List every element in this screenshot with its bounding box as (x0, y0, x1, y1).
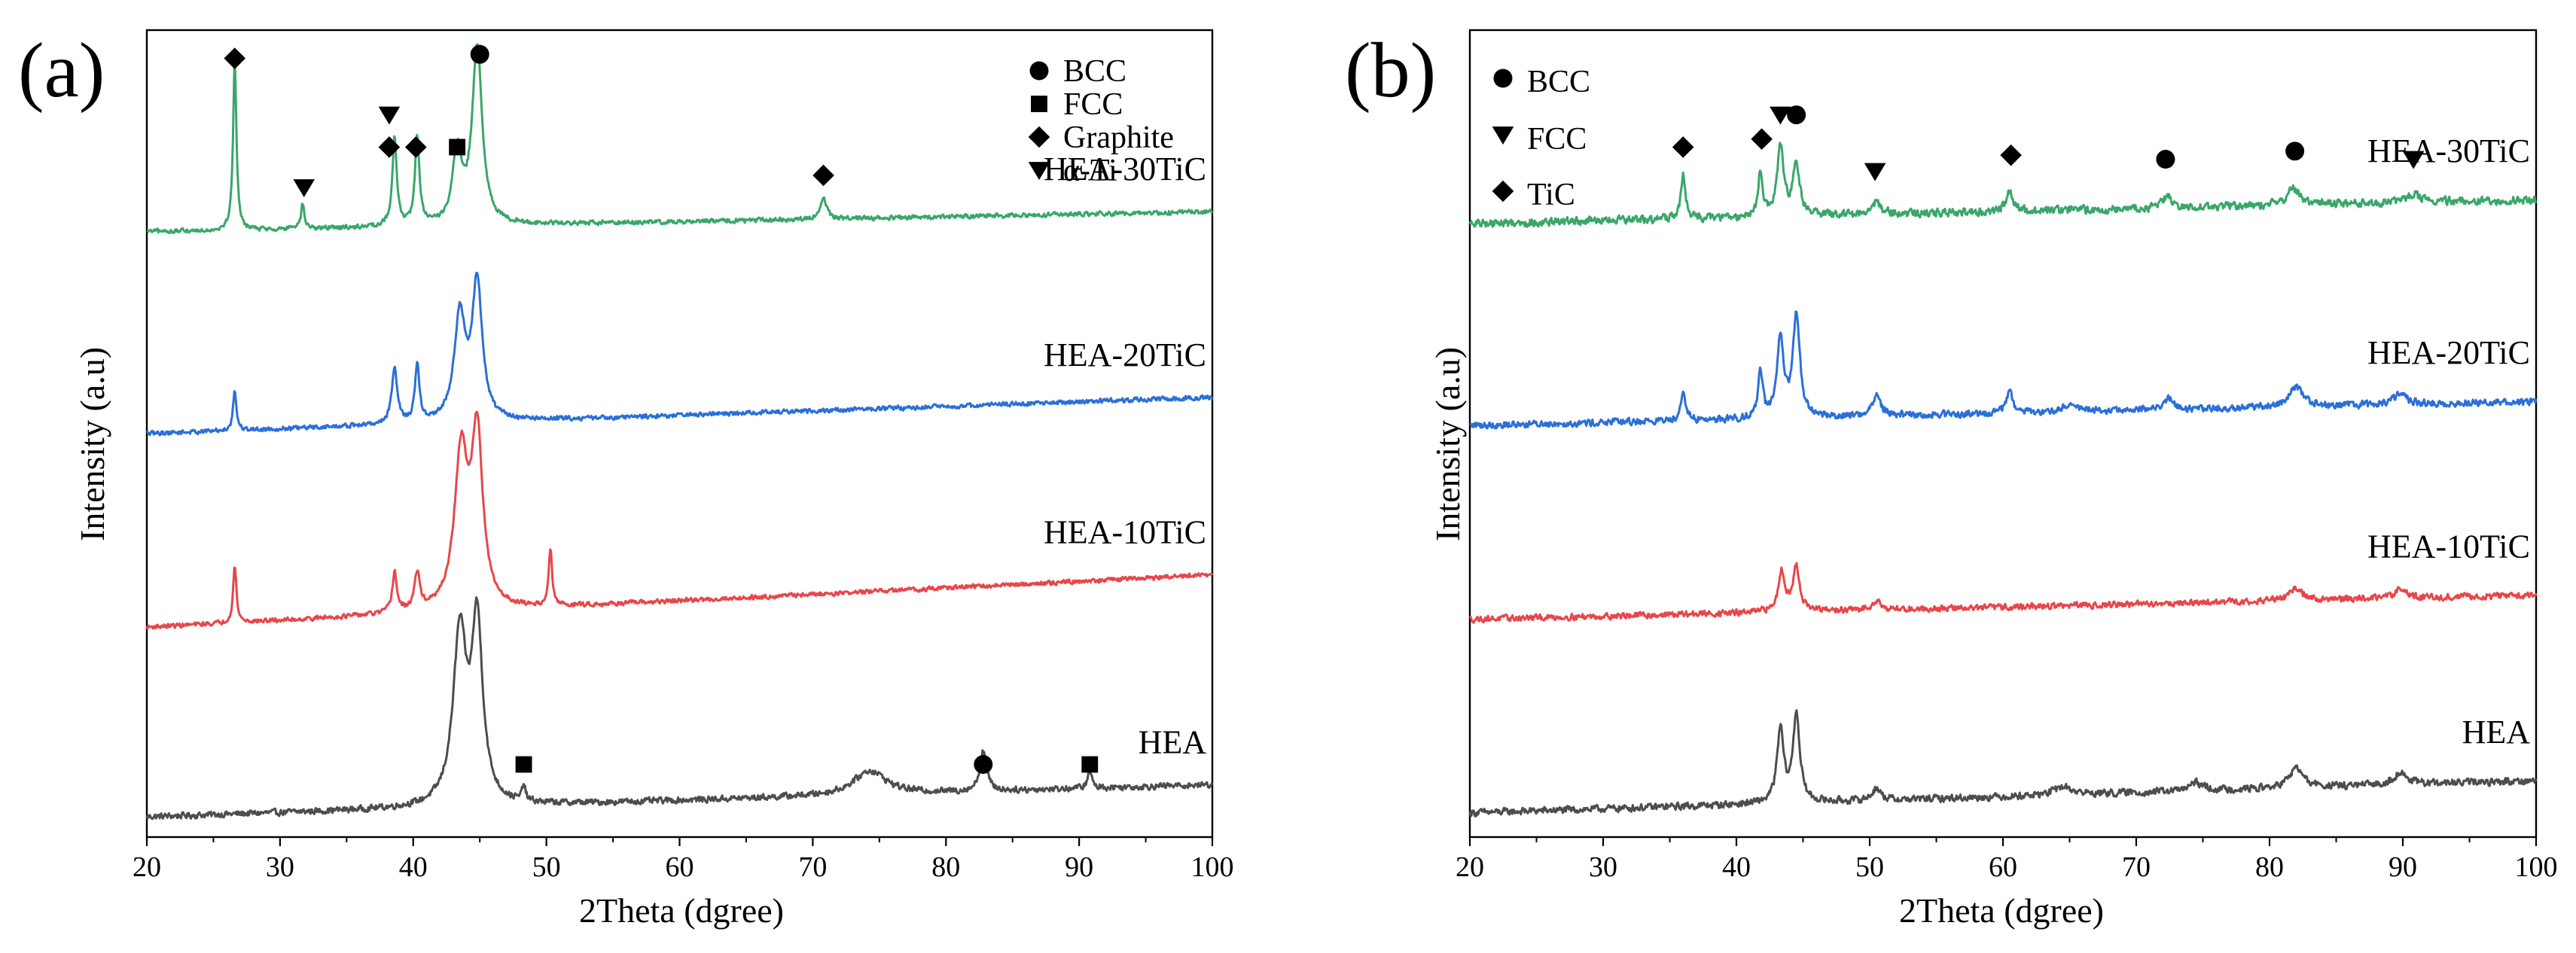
panel-b-xtick-label-80: 80 (2255, 851, 2284, 883)
panel-b-peak-marker-triangle-down (1770, 106, 1791, 125)
panel-b-xtick-label-70: 70 (2122, 851, 2151, 883)
panel-a-peak-marker-diamond (404, 136, 427, 158)
panel-b-peak-marker-circle (2285, 142, 2305, 161)
panel-a-peak-marker-diamond (224, 47, 246, 69)
panel-b-series-hea (1468, 709, 2538, 818)
panel-a-xtick-label-70: 70 (798, 851, 827, 883)
panel-a-xtick-label-40: 40 (399, 851, 428, 883)
legend-a-marker-triangle-down (1028, 162, 1050, 180)
panel-b-series-label-hea-10tic: HEA-10TiC (2367, 528, 2530, 565)
panel-a-peak-marker-diamond (812, 164, 834, 187)
panel-b-series-label-hea-20tic: HEA-20TiC (2367, 334, 2530, 371)
panel-a-xtick-label-90: 90 (1065, 851, 1093, 883)
legend-a-marker-diamond (1028, 126, 1050, 148)
panel-a-series-hea (145, 596, 1214, 821)
legend-a-marker-square (1031, 96, 1047, 112)
legend-a-label-alpha-ti: α-Ti (1063, 154, 1117, 188)
panel-a-peak-marker-triangle-down (378, 106, 401, 125)
legend-b-marker-diamond (1492, 180, 1514, 202)
panel-a-peak-marker-triangle-down (293, 179, 316, 198)
panel-b-peak-marker-triangle-down (2402, 151, 2425, 169)
panel-a-series-hea-30tic (146, 43, 1214, 235)
panel-b-xtick-label-50: 50 (1855, 851, 1884, 883)
panel-a: (a) 2Theta (dgree) Intensity (a.u) BCC F… (18, 27, 1234, 930)
panel-a-label: (a) (18, 27, 105, 114)
panel-b-xtick-label-30: 30 (1589, 851, 1617, 883)
panel-b-series-label-hea-30tic: HEA-30TiC (2367, 132, 2530, 169)
panel-b: (b) 2Theta (dgree) Intensity (a.u) BCC F… (1345, 27, 2558, 930)
panel-b-xtick-label-90: 90 (2389, 851, 2417, 883)
panel-a-peak-marker-square (515, 756, 532, 773)
panel-b-peak-marker-circle (2156, 150, 2175, 169)
panel-a-xtick-label-60: 60 (666, 851, 694, 883)
panel-b-label: (b) (1345, 27, 1436, 114)
panel-a-xtick-label-50: 50 (532, 851, 561, 883)
panel-b-xtick-label-40: 40 (1722, 851, 1751, 883)
panel-a-series-label-hea-20tic: HEA-20TiC (1044, 336, 1206, 373)
panel-a-xtick-label-80: 80 (931, 851, 960, 883)
panel-b-ylabel: Intensity (a.u) (1428, 347, 1467, 541)
panel-b-series-label-hea: HEA (2462, 714, 2531, 751)
panel-a-peak-marker-circle (974, 755, 993, 774)
panel-a-xtick-label-100: 100 (1191, 851, 1234, 883)
panel-b-series-hea-20tic (1469, 310, 2538, 430)
panel-b-peak-marker-diamond (1672, 136, 1694, 158)
panel-a-series-hea-20tic (145, 271, 1214, 437)
panel-a-peak-marker-circle (470, 44, 489, 64)
panel-a-peak-marker-square (1081, 756, 1099, 773)
legend-a-label-bcc: BCC (1063, 54, 1126, 89)
legend-b-label-bcc: BCC (1527, 65, 1590, 99)
panel-b-series-hea-10tic (1468, 562, 2538, 624)
panel-a-series-label-hea: HEA (1139, 723, 1207, 760)
panel-a-series-hea-10tic (145, 410, 1214, 630)
panel-b-xtick-label-60: 60 (1989, 851, 2017, 883)
panel-a-peak-marker-diamond (378, 136, 401, 158)
panel-b-peak-marker-diamond (1751, 128, 1773, 151)
panel-a-xlabel: 2Theta (dgree) (579, 891, 784, 930)
panel-a-xtick-label-30: 30 (266, 851, 294, 883)
legend-a-marker-circle (1029, 61, 1049, 81)
panel-a-ylabel: Intensity (a.u) (73, 347, 111, 541)
panel-b-peak-marker-circle (1787, 105, 1806, 125)
legend-b-label-tic: TiC (1527, 178, 1575, 212)
legend-a-label-fcc: FCC (1063, 87, 1123, 122)
legend-a-label-graphite: Graphite (1063, 120, 1174, 155)
legend-b-marker-triangle-down (1492, 126, 1514, 145)
legend-b-label-fcc: FCC (1527, 122, 1587, 157)
panel-b-peak-marker-triangle-down (1864, 163, 1886, 181)
panel-b-legend: BCC FCC TiC (1527, 65, 1590, 212)
panel-b-xtick-label-100: 100 (2515, 851, 2558, 883)
legend-b-marker-circle (1493, 69, 1513, 88)
panel-a-peak-marker-square (449, 139, 466, 156)
panel-a-xtick-label-20: 20 (133, 851, 161, 883)
panel-b-xtick-label-20: 20 (1456, 851, 1484, 883)
panel-b-peak-marker-diamond (2000, 144, 2022, 166)
panel-a-series-label-hea-10tic: HEA-10TiC (1044, 514, 1206, 551)
panel-a-series-label-hea-30tic: HEA-30TiC (1044, 151, 1206, 187)
panel-a-legend: BCC FCC Graphite α-Ti (1063, 54, 1174, 188)
panel-b-series-hea-30tic (1468, 142, 2538, 228)
panel-b-xlabel: 2Theta (dgree) (1899, 891, 2104, 930)
